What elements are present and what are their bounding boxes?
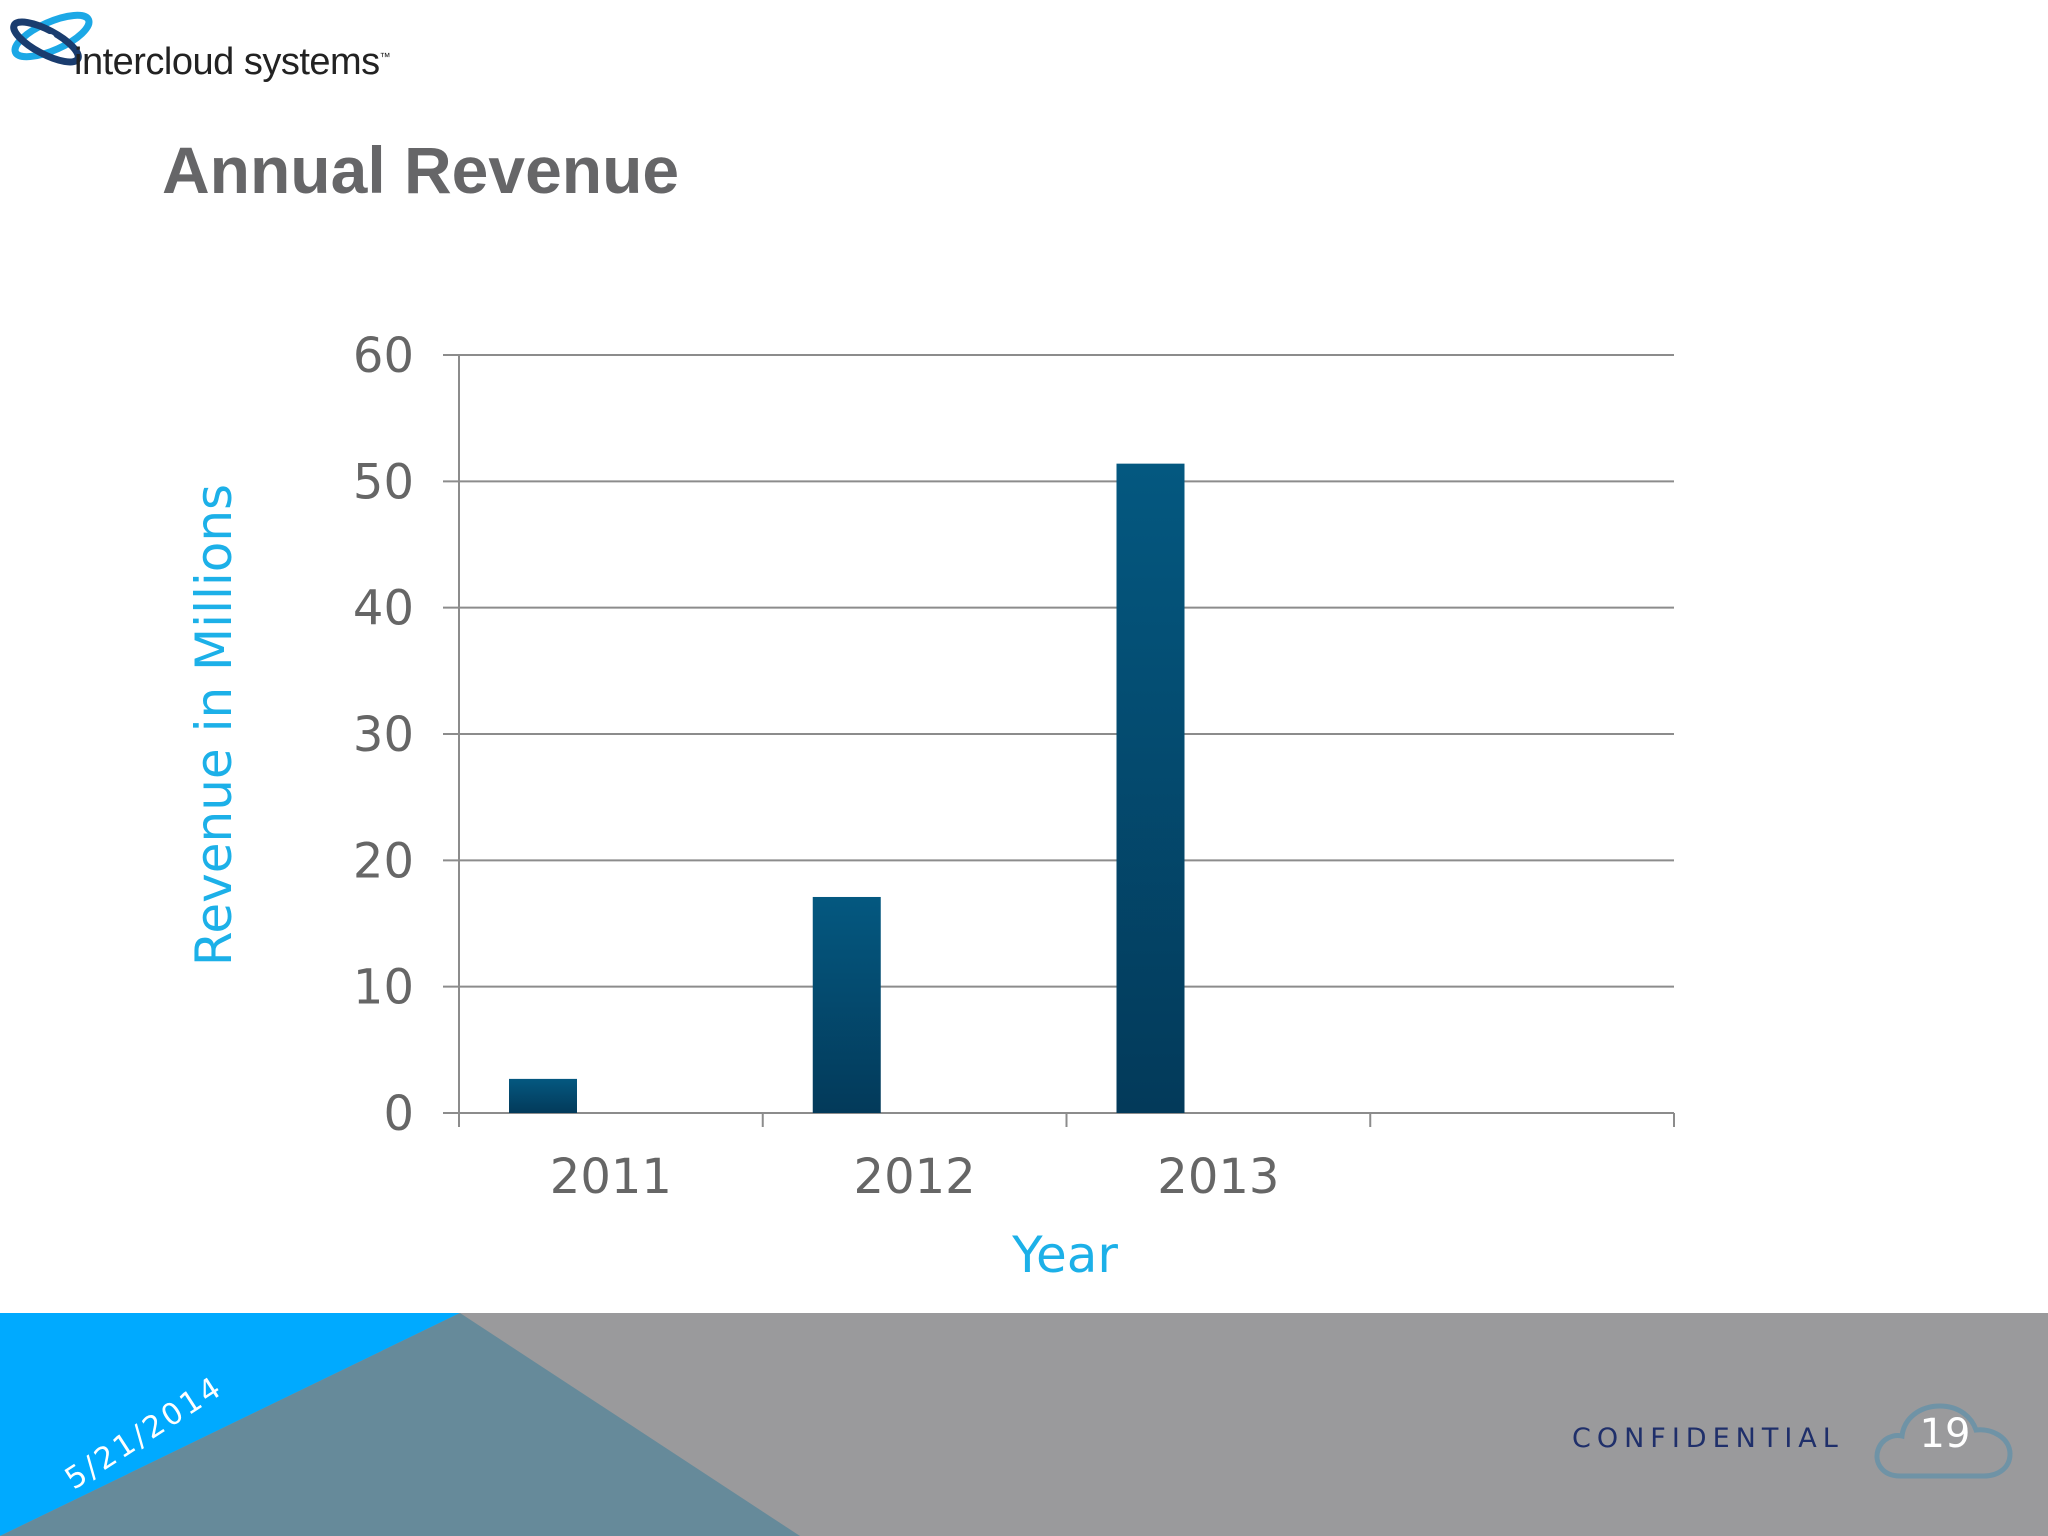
slide-title: Annual Revenue — [162, 133, 680, 207]
x-tick-labels: 2011 2012 2013 — [550, 1149, 1280, 1205]
bar-2012 — [812, 896, 881, 1113]
confidential-label: CONFIDENTIAL — [1572, 1423, 1844, 1454]
axes — [443, 355, 1675, 1127]
logo-mark-icon — [10, 11, 93, 66]
y-tick-label: 10 — [353, 960, 414, 1016]
y-tick-label: 50 — [353, 454, 414, 510]
y-tick-label: 60 — [353, 328, 414, 384]
y-tick-label: 20 — [353, 833, 414, 889]
cloud-icon — [1874, 1403, 2013, 1479]
y-axis-label: Revenue in Millions — [185, 484, 243, 966]
x-tick-label: 2012 — [854, 1149, 976, 1205]
x-tick-label: 2013 — [1157, 1149, 1279, 1205]
x-axis-label: Year — [1011, 1226, 1118, 1284]
page-number: 19 — [1919, 1411, 1971, 1457]
footer-band — [0, 1313, 2048, 1536]
gridlines — [443, 354, 1674, 988]
logo-wordmark: intercloud systems™ — [74, 41, 391, 83]
y-tick-label: 0 — [383, 1086, 414, 1142]
x-tick-label: 2011 — [550, 1149, 672, 1205]
y-tick-labels: 0 10 20 30 40 50 60 — [353, 328, 414, 1142]
footer-shapes — [0, 1313, 2048, 1536]
intercloud-logo: intercloud systems™ — [6, 8, 406, 88]
y-tick-label: 40 — [353, 581, 414, 637]
bar-2011 — [509, 1078, 577, 1113]
bars — [509, 463, 1185, 1113]
y-tick-label: 30 — [353, 707, 414, 763]
bar-2013 — [1116, 463, 1185, 1113]
